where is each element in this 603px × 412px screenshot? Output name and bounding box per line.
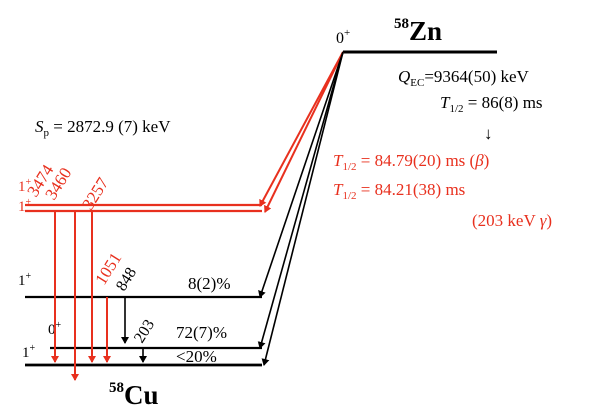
down-arrow-glyph: ↓ [484, 124, 493, 143]
spin-label-mid: 1+ [18, 271, 32, 289]
parent-spin-parity: 0+ [336, 27, 350, 47]
q-ec-text: QEC=9364(50) keV [398, 67, 530, 89]
feeding-line-ground [261, 51, 344, 366]
daughter-nucleus-label: 58Cu [109, 380, 159, 410]
feeding-line-red-inner [264, 51, 344, 213]
branching-ground: <20% [176, 347, 217, 366]
gamma-label-3257: 3257 [78, 174, 112, 213]
branching-low: 72(7)% [176, 323, 227, 342]
spin-label-high-lower: 1+ [18, 197, 32, 215]
feeding-line-mid [258, 51, 344, 298]
feeding-line-red-outer [259, 51, 344, 207]
spin-label-ground: 1+ [22, 343, 36, 361]
separation-energy-text: Sp = 2872.9 (7) keV [35, 117, 171, 139]
beta-half-life-text: T1/2 = 84.79(20) ms (β) [333, 151, 489, 173]
feeding-line-low [257, 51, 344, 349]
branching-mid: 8(2)% [188, 274, 230, 293]
gamma-half-life-text: T1/2 = 84.21(38) ms [333, 180, 465, 202]
spin-label-high-upper: 1+ [18, 177, 32, 195]
parent-nucleus-label: 58Zn [394, 16, 442, 46]
gamma-note-text: (203 keV γ) [472, 211, 552, 230]
gamma-label-203: 203 [131, 317, 158, 346]
spin-label-low: 0+ [48, 320, 62, 338]
half-life-text: T1/2 = 86(8) ms [440, 93, 543, 115]
